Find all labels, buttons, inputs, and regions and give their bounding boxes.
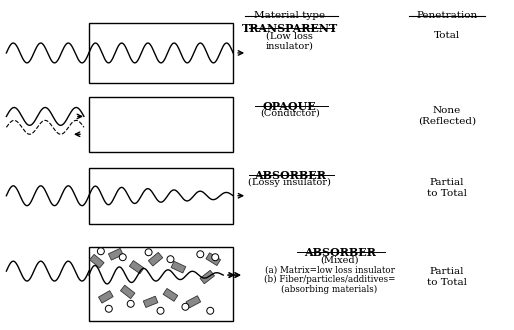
Text: (Lossy insulator): (Lossy insulator) — [248, 178, 331, 187]
Circle shape — [167, 256, 174, 263]
Polygon shape — [186, 296, 200, 308]
Circle shape — [207, 307, 214, 314]
Bar — [89, 97, 233, 152]
Text: Material type: Material type — [254, 11, 325, 20]
Text: OPAQUE: OPAQUE — [263, 101, 317, 112]
Text: ABSORBER: ABSORBER — [304, 247, 376, 258]
Polygon shape — [149, 252, 163, 266]
Text: (a) Matrix=low loss insulator: (a) Matrix=low loss insulator — [265, 265, 395, 274]
Bar — [89, 247, 233, 321]
Text: insulator): insulator) — [266, 41, 314, 50]
Polygon shape — [120, 285, 135, 299]
Text: to Total: to Total — [427, 278, 467, 287]
Polygon shape — [130, 261, 144, 274]
Polygon shape — [171, 261, 186, 273]
Text: Partial: Partial — [430, 267, 464, 276]
Bar — [89, 23, 233, 83]
Circle shape — [145, 249, 152, 256]
Text: (Conductor): (Conductor) — [260, 109, 320, 117]
Text: (Mixed): (Mixed) — [320, 255, 359, 264]
Text: TRANSPARENT: TRANSPARENT — [242, 23, 338, 34]
Text: to Total: to Total — [427, 189, 467, 198]
Polygon shape — [163, 288, 178, 301]
Polygon shape — [99, 291, 113, 303]
Text: None: None — [433, 106, 461, 115]
Text: (Reflected): (Reflected) — [418, 116, 476, 125]
Polygon shape — [108, 248, 123, 260]
Text: (b) Fiber/particles/additives=: (b) Fiber/particles/additives= — [264, 275, 395, 284]
Text: Penetration: Penetration — [416, 11, 478, 20]
Polygon shape — [89, 254, 104, 268]
Circle shape — [197, 251, 204, 258]
Circle shape — [212, 254, 219, 261]
Text: ABSORBER: ABSORBER — [254, 170, 326, 181]
Circle shape — [182, 303, 189, 310]
Circle shape — [105, 305, 112, 312]
Polygon shape — [200, 270, 214, 284]
Circle shape — [97, 248, 104, 255]
Text: Total: Total — [434, 31, 460, 40]
Text: Partial: Partial — [430, 178, 464, 187]
Bar — [89, 168, 233, 223]
Polygon shape — [206, 253, 221, 266]
Polygon shape — [143, 296, 158, 308]
Circle shape — [127, 300, 134, 307]
Text: (absorbing materials): (absorbing materials) — [282, 285, 378, 294]
Text: (Low loss: (Low loss — [266, 31, 313, 40]
Circle shape — [157, 307, 164, 314]
Circle shape — [119, 254, 126, 261]
